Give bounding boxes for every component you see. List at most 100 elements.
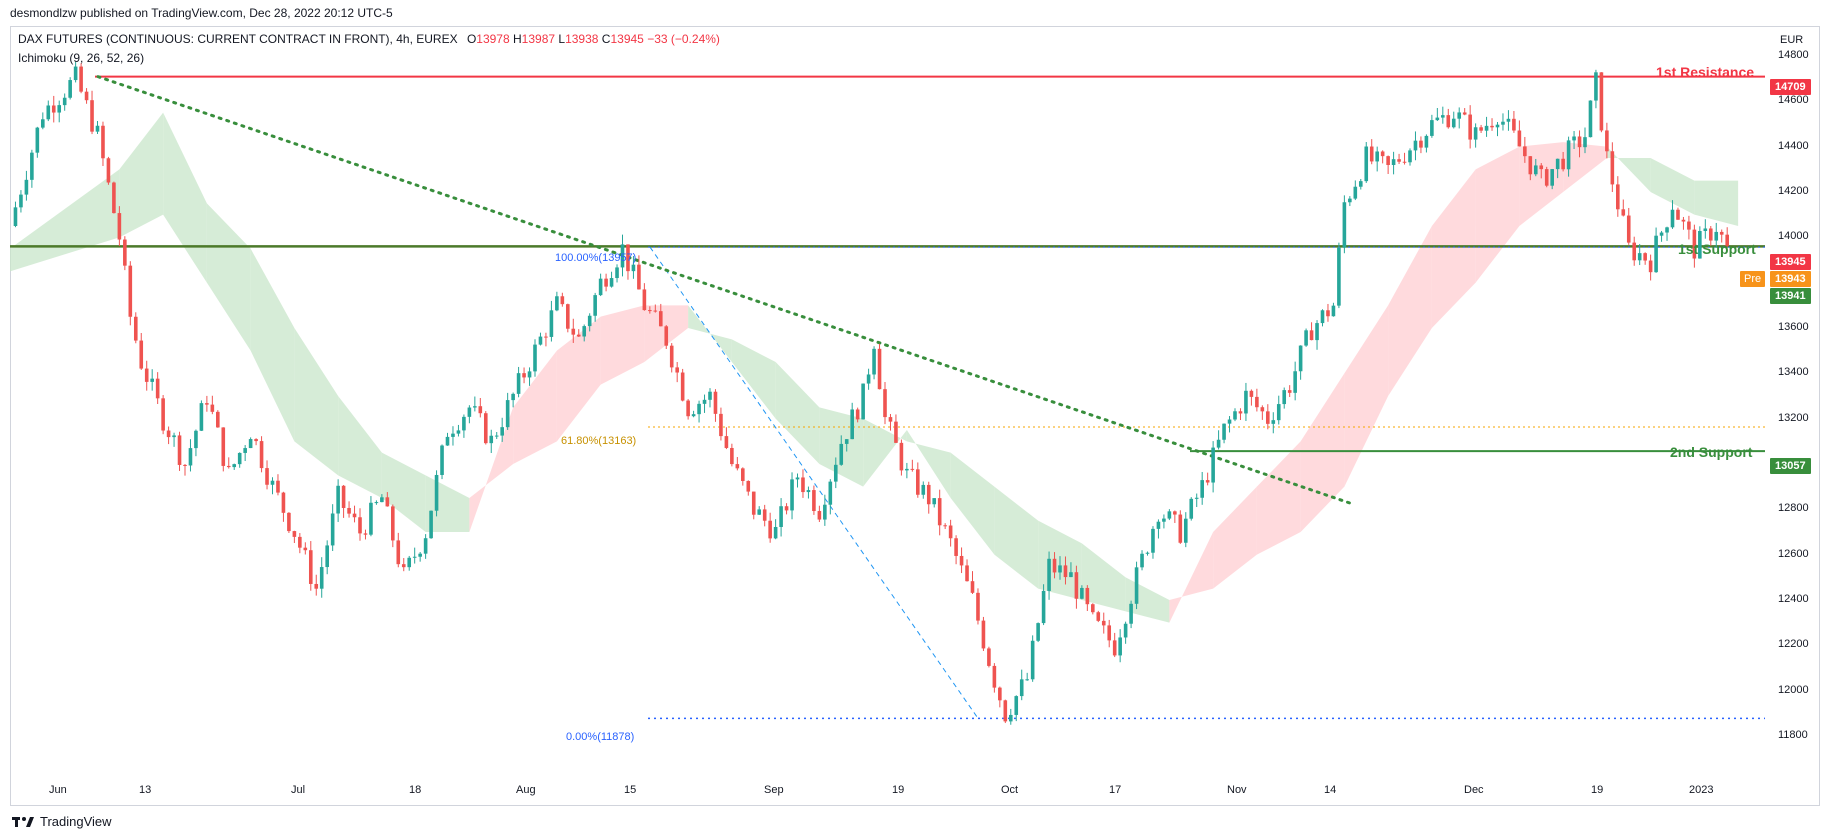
ichimoku-cloud-segment <box>206 203 251 351</box>
candle-body <box>139 340 144 369</box>
x-axis-tick: Jun <box>49 784 67 796</box>
candle-body <box>352 513 357 518</box>
candle-body <box>1577 136 1582 148</box>
candle-body <box>987 648 991 666</box>
ichimoku-cloud-segment <box>1256 441 1301 555</box>
ichimoku-cloud-segment <box>1344 305 1389 487</box>
candle-body <box>1484 125 1489 131</box>
candle-body <box>1233 411 1237 420</box>
ichimoku-legend[interactable]: Ichimoku (9, 26, 52, 26) <box>18 51 145 65</box>
candle-body <box>1441 115 1445 118</box>
candle-body <box>1189 498 1194 519</box>
candle-body <box>1703 228 1708 232</box>
candle-body <box>1386 156 1390 165</box>
candle-body <box>713 391 718 414</box>
candle-body <box>473 406 477 408</box>
candle-body <box>872 348 876 375</box>
candle-body <box>1626 215 1631 243</box>
price-tag: 13943 <box>1770 271 1811 287</box>
candle-body <box>24 179 29 195</box>
candle-body <box>1413 140 1418 151</box>
x-axis-tick: Oct <box>1001 784 1019 796</box>
candle-body <box>1194 497 1199 499</box>
candle-body <box>932 498 937 505</box>
support-2-label: 2nd Support <box>1670 444 1753 460</box>
candle-body <box>1473 127 1478 140</box>
candle-body <box>1091 604 1095 613</box>
candle-body <box>648 310 652 312</box>
candle-body <box>839 443 844 465</box>
candle-body <box>205 403 209 405</box>
candle-body <box>861 383 865 420</box>
candle-body <box>1681 219 1686 222</box>
candle-body <box>1402 161 1407 163</box>
candle-body <box>1123 623 1128 638</box>
candle-body <box>866 374 871 384</box>
ichimoku-cloud-segment <box>163 112 207 283</box>
candle-body <box>1495 124 1500 128</box>
candle-body <box>341 485 346 508</box>
ichimoku-cloud-segment <box>1650 158 1695 215</box>
x-axis-tick: 19 <box>1591 784 1604 796</box>
candle-body <box>823 504 827 520</box>
price-tag: 14709 <box>1770 79 1811 95</box>
x-axis-tick: 19 <box>892 784 905 796</box>
ichimoku-cloud-segment <box>1388 226 1432 396</box>
close-label: C <box>601 32 611 46</box>
currency-label: EUR <box>1780 34 1804 46</box>
candle-body <box>538 336 543 345</box>
candle-body <box>1238 411 1243 414</box>
candle-body <box>801 477 805 493</box>
ichimoku-cloud-segment <box>513 350 557 464</box>
candle-body <box>1348 198 1352 203</box>
candle-body <box>210 404 215 412</box>
chart-frame[interactable] <box>10 26 1820 806</box>
support-1-label: 1st Support <box>1678 241 1756 257</box>
candle-body <box>883 389 887 418</box>
candle-body <box>664 326 669 346</box>
fib-100-label: 100.00%(13957) <box>555 252 637 264</box>
resistance-1-label: 1st Resistance <box>1656 64 1755 80</box>
candle-body <box>1698 231 1702 259</box>
candle-body <box>1435 117 1440 121</box>
ichimoku-cloud-segment <box>994 486 1039 589</box>
candle-body <box>1719 231 1724 235</box>
candle-body <box>516 373 521 394</box>
candle-body <box>57 105 62 113</box>
candle-body <box>1304 330 1308 346</box>
candle-body <box>1380 151 1385 157</box>
candle-body <box>762 509 767 521</box>
candle-body <box>221 427 226 466</box>
candle-body <box>128 265 133 317</box>
footer-brand[interactable]: TradingView <box>12 814 112 829</box>
candle-body <box>385 497 390 507</box>
ichimoku-cloud-segment <box>1606 146 1651 192</box>
candle-body <box>1687 221 1691 230</box>
candle-body <box>626 244 630 272</box>
candle-body <box>1287 390 1292 393</box>
candle-body <box>62 97 67 106</box>
candle-body <box>1025 679 1029 681</box>
price-tag: 13057 <box>1770 458 1811 474</box>
candle-body <box>1315 323 1319 341</box>
candle-body <box>905 468 909 471</box>
candle-body <box>1260 407 1265 412</box>
ichimoku-cloud-segment <box>1475 146 1520 283</box>
candle-body <box>1533 165 1538 175</box>
ichimoku-cloud-segment <box>731 339 776 419</box>
candle-body <box>926 484 931 505</box>
candle-body <box>73 66 78 81</box>
candle-body <box>363 533 368 535</box>
candle-body <box>84 91 89 101</box>
candle-body <box>1112 640 1117 656</box>
candle-body <box>680 372 685 401</box>
candle-body <box>1544 169 1549 186</box>
candle-body <box>423 538 428 554</box>
candle-body <box>1714 231 1719 241</box>
candle-body <box>719 413 723 437</box>
candle-body <box>1211 447 1215 483</box>
candle-body <box>675 367 679 373</box>
candle-body <box>598 278 603 296</box>
candle-body <box>1725 234 1729 246</box>
